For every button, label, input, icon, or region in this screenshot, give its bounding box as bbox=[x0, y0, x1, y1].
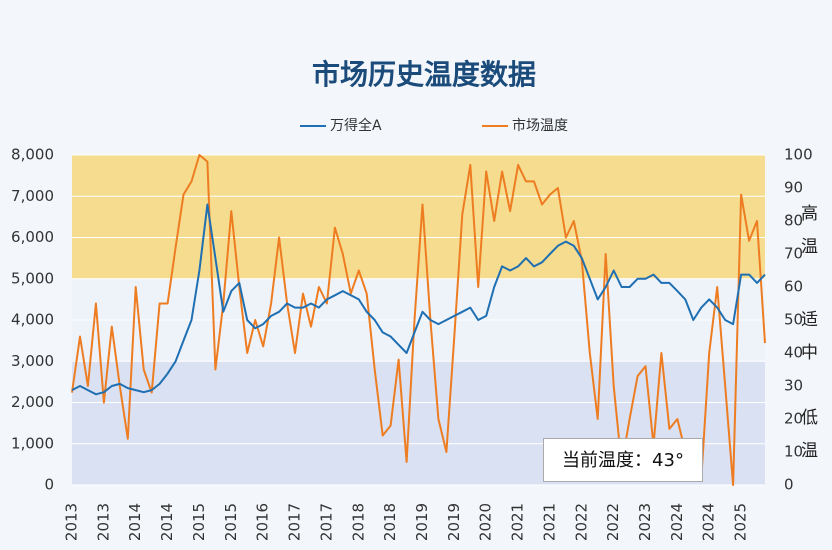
zone-label: 低温 bbox=[801, 408, 818, 461]
x-tick-label: 2023 bbox=[636, 503, 654, 541]
x-tick-label: 2014 bbox=[126, 503, 144, 541]
x-tick-label: 2013 bbox=[94, 503, 112, 541]
x-tick-label: 2018 bbox=[381, 503, 399, 541]
y-tick-label: 1,000 bbox=[11, 434, 54, 452]
x-tick-label: 2019 bbox=[413, 503, 431, 541]
x-tick-label: 2015 bbox=[222, 503, 240, 541]
y2-tick-label: 40 bbox=[784, 344, 803, 362]
x-tick-label: 2024 bbox=[700, 503, 718, 541]
y-tick-label: 8,000 bbox=[11, 146, 54, 164]
y2-tick-label: 80 bbox=[784, 212, 803, 230]
y2-tick-label: 20 bbox=[784, 410, 803, 428]
zone-label: 高温 bbox=[801, 204, 818, 257]
x-tick-label: 2017 bbox=[286, 503, 304, 541]
y2-tick-label: 70 bbox=[784, 245, 803, 263]
x-tick-label: 2014 bbox=[158, 503, 176, 541]
annotation: 当前温度：43° bbox=[543, 438, 703, 482]
x-tick-label: 2024 bbox=[668, 503, 686, 541]
x-tick-label: 2019 bbox=[445, 503, 463, 541]
y2-tick-label: 100 bbox=[784, 146, 813, 164]
x-tick-label: 2022 bbox=[604, 503, 622, 541]
chart-title: 市场历史温度数据 bbox=[312, 58, 536, 91]
y-tick-label: 3,000 bbox=[11, 352, 54, 370]
x-tick-label: 2022 bbox=[572, 503, 590, 541]
x-tick-label: 2021 bbox=[540, 503, 558, 541]
series-line bbox=[71, 203, 766, 396]
y-tick-label: 5,000 bbox=[11, 269, 54, 287]
x-tick-label: 2013 bbox=[63, 503, 81, 541]
series-line bbox=[71, 154, 766, 486]
y2-tick-label: 10 bbox=[784, 443, 803, 461]
y-tick-label: 6,000 bbox=[11, 228, 54, 246]
x-tick-label: 2025 bbox=[732, 503, 750, 541]
y-tick-label: 2,000 bbox=[11, 393, 54, 411]
y2-tick-label: 50 bbox=[784, 311, 803, 329]
x-tick-label: 2016 bbox=[254, 503, 272, 541]
x-tick-label: 2015 bbox=[190, 503, 208, 541]
y2-tick-label: 60 bbox=[784, 278, 803, 296]
y-tick-label: 4,000 bbox=[11, 311, 54, 329]
y-tick-label: 0 bbox=[44, 476, 54, 494]
x-tick-label: 2020 bbox=[477, 503, 495, 541]
x-tick-label: 2021 bbox=[509, 503, 527, 541]
y-tick-label: 7,000 bbox=[11, 187, 54, 205]
legend-label: 万得全A bbox=[330, 117, 382, 134]
y2-tick-label: 0 bbox=[784, 476, 794, 494]
x-tick-label: 2018 bbox=[349, 503, 367, 541]
legend-label: 市场温度 bbox=[512, 117, 568, 134]
zone-label: 适中 bbox=[801, 310, 818, 363]
y2-tick-label: 90 bbox=[784, 179, 803, 197]
x-tick-label: 2017 bbox=[317, 503, 335, 541]
y2-tick-label: 30 bbox=[784, 377, 803, 395]
